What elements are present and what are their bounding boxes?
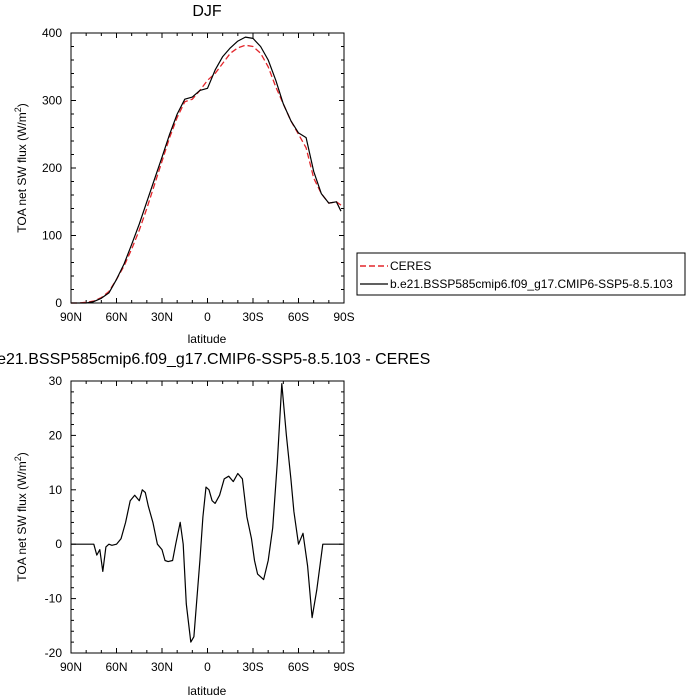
- legend-entry-ceres: CERES: [390, 259, 431, 273]
- bottom-y-tick-label: 30: [49, 374, 63, 388]
- bottom-plot-area: 90N 60N 30N 0 30S 60S 90S -20 -10 0 10 20 30: [45, 374, 355, 674]
- bottom-y-tick-label: 10: [49, 483, 63, 497]
- top-y-tick-label: 300: [42, 94, 62, 108]
- top-y-tick-label: 100: [42, 229, 62, 243]
- bottom-panel: b.e21.BSSP585cmip6.f09_g17.CMIP6-SSP5-8.…: [0, 351, 430, 698]
- bottom-y-tick-label: -20: [45, 646, 63, 660]
- bottom-x-tick-label: 0: [204, 660, 211, 674]
- bottom-y-axis-label: TOA net SW flux (W/m2): [13, 452, 29, 581]
- bottom-x-tick-label: 60N: [105, 660, 127, 674]
- top-x-axis-label: latitude: [188, 332, 227, 346]
- top-x-tick-label: 60N: [105, 310, 127, 324]
- legend-box: [356, 252, 686, 296]
- top-series-line-ceres: [71, 44, 342, 304]
- legend: CERES b.e21.BSSP585cmip6.f09_g17.CMIP6-S…: [356, 252, 686, 296]
- top-y-axis-label: TOA net SW flux (W/m2): [13, 103, 29, 232]
- top-x-tick-label: 0: [204, 310, 211, 324]
- bottom-plot-frame: [70, 380, 345, 654]
- bottom-x-tick-label: 90S: [333, 660, 354, 674]
- bottom-x-tick-label: 90N: [60, 660, 82, 674]
- bottom-chart-title: b.e21.BSSP585cmip6.f09_g17.CMIP6-SSP5-8.…: [0, 351, 430, 368]
- top-y-tick-label: 0: [55, 296, 62, 310]
- top-chart-title: DJF: [192, 3, 222, 20]
- top-plot-frame: [70, 32, 345, 304]
- bottom-x-tick-label: 60S: [288, 660, 309, 674]
- bottom-x-axis-label: latitude: [188, 684, 227, 698]
- top-x-tick-label: 60S: [288, 310, 309, 324]
- top-y-tick-label: 200: [42, 161, 62, 175]
- bottom-x-tick-label: 30N: [151, 660, 173, 674]
- top-y-tick-label: 400: [42, 26, 62, 40]
- top-plot-area: 90N 60N 30N 0 30S 60S 90S 0 100 200 300 400: [42, 26, 355, 324]
- top-x-tick-label: 30S: [242, 310, 263, 324]
- bottom-y-tick-label: -10: [45, 592, 63, 606]
- top-x-tick-label: 90S: [333, 310, 354, 324]
- legend-entry-model: b.e21.BSSP585cmip6.f09_g17.CMIP6-SSP5-8.…: [390, 277, 673, 291]
- bottom-y-tick-label: 20: [49, 428, 63, 442]
- top-series-line-b-e21-bssp585cmip6-f09-g17-cmip6-ssp5-8-5-103: [71, 36, 342, 304]
- bottom-y-tick-label: 0: [55, 537, 62, 551]
- top-x-tick-label: 30N: [151, 310, 173, 324]
- bottom-x-tick-label: 30S: [242, 660, 263, 674]
- top-x-tick-label: 90N: [60, 310, 82, 324]
- bottom-series-line-0: [71, 383, 343, 643]
- top-panel: DJF 90N 60N 30N 0 30S 60S 90S 0 100 200 300 400 lat…: [13, 3, 355, 346]
